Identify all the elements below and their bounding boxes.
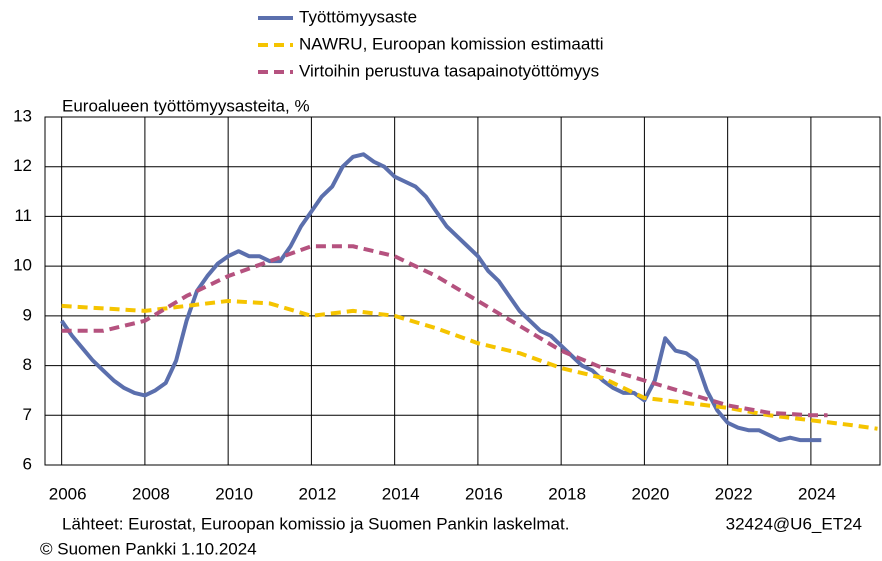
- chart-code: 32424@U6_ET24: [726, 514, 862, 533]
- x-tick-label: 2018: [548, 484, 586, 503]
- x-tick-label: 2014: [382, 484, 420, 503]
- series-line: [60, 152, 822, 443]
- y-tick-label: 9: [23, 305, 32, 324]
- y-tick-label: 13: [13, 106, 32, 125]
- chart-title: Euroalueen työttömyysasteita, %: [62, 96, 310, 115]
- series-line: [61, 298, 878, 431]
- series-line: [61, 244, 828, 418]
- copyright: © Suomen Pankki 1.10.2024: [40, 539, 257, 558]
- y-tick-label: 12: [13, 156, 32, 175]
- x-tick-label: 2012: [298, 484, 336, 503]
- y-tick-label: 7: [23, 405, 32, 424]
- source-note: Lähteet: Eurostat, Euroopan komissio ja …: [62, 514, 569, 533]
- y-tick-label: 11: [14, 206, 32, 225]
- x-tick-label: 2010: [215, 484, 253, 503]
- y-tick-label: 8: [23, 355, 32, 374]
- legend-label: Työttömyysaste: [299, 7, 417, 26]
- x-tick-label: 2024: [798, 484, 836, 503]
- plot-frame: [44, 116, 881, 466]
- x-tick-label: 2006: [49, 484, 87, 503]
- y-tick-label: 6: [23, 454, 32, 473]
- x-tick-label: 2016: [465, 484, 503, 503]
- x-tick-label: 2020: [631, 484, 669, 503]
- x-tick-label: 2008: [132, 484, 170, 503]
- y-tick-label: 10: [13, 256, 32, 275]
- legend-label: NAWRU, Euroopan komission estimaatti: [299, 34, 604, 53]
- legend-label: Virtoihin perustuva tasapainotyöttömyys: [299, 61, 599, 80]
- x-tick-label: 2022: [715, 484, 753, 503]
